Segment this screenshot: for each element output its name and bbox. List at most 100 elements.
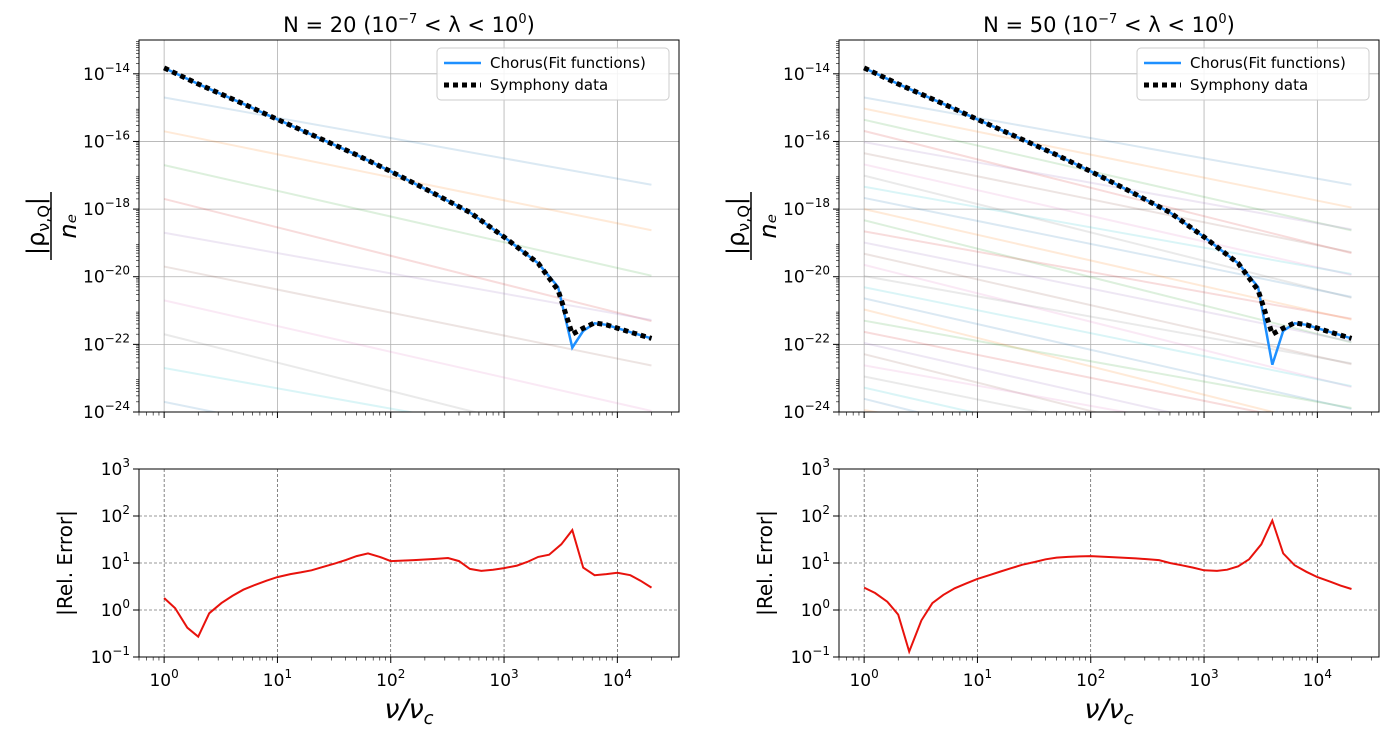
component-curve [163, 400, 220, 412]
y-axis-label-flux-right: |ρν,Q| nₑ [722, 192, 782, 260]
component-curve [863, 174, 1352, 299]
panel-title-left: N = 20 (10−7 < λ < 100) [283, 12, 535, 37]
series-group [863, 65, 1353, 366]
panel-title-right: N = 50 (10−7 < λ < 100) [983, 12, 1235, 37]
svg-text:nₑ: nₑ [54, 213, 82, 238]
x-tick-label: 104 [603, 667, 632, 691]
grid [839, 468, 1379, 658]
axes-top-left: 10−24 10−22 10−20 10−18 10−16 10−14 [83, 39, 680, 423]
x-tick-label: 103 [489, 667, 518, 691]
component-curve [163, 96, 652, 186]
y-tick-label: 100 [801, 597, 830, 621]
y-tick-label: 102 [101, 503, 130, 527]
y-tick-label: 10−18 [83, 196, 130, 220]
series-group [163, 65, 653, 351]
component-curve [163, 197, 652, 323]
component-curves [863, 96, 1352, 520]
y-tick-label: 10−22 [783, 331, 830, 355]
y-tick-label: 10−24 [83, 399, 130, 423]
component-curve [863, 252, 1352, 366]
x-tick-label: 101 [963, 667, 992, 691]
component-curve [863, 219, 1352, 344]
y-tick-label: 100 [101, 597, 130, 621]
y-tick-label: 10−1 [791, 644, 830, 668]
x-tick-label: 101 [263, 667, 292, 691]
axes-top-right: 10−24 10−22 10−20 10−18 10−16 10−14 [783, 39, 1380, 520]
panel-left: N = 20 (10−7 < λ < 100) |ρν,Q| nₑ |Rel. … [22, 12, 680, 729]
y-tick-label: 10−14 [83, 61, 130, 85]
component-curve [163, 333, 479, 412]
y-tick-label: 102 [801, 503, 830, 527]
y-tick-label: 103 [101, 456, 130, 480]
component-curve [863, 275, 1352, 365]
component-curves [163, 96, 652, 412]
y-tick-label: 10−20 [83, 264, 130, 288]
series-relative-error [863, 517, 1352, 655]
y-tick-label: 10−16 [783, 128, 830, 152]
axes-bottom-right: 100 101 102 103 104 10−1 100 101 102 103 [791, 456, 1380, 691]
y-axis-label-error-right: |Rel. Error| [753, 510, 777, 616]
component-curve [863, 319, 1352, 409]
x-axis-label-right: ν/νc [1084, 694, 1133, 729]
component-curve [163, 231, 652, 322]
component-curve [863, 241, 1352, 343]
series-symphony-data [163, 65, 653, 341]
axes-bottom-left: 100 101 102 103 104 10−1 100 101 102 103 [91, 456, 680, 691]
legend-data-label: Symphony data [490, 76, 608, 94]
y-axis-label-error-left: |Rel. Error| [53, 510, 77, 616]
component-curve [863, 230, 1352, 320]
component-curve [863, 297, 1352, 410]
legend-data-label: Symphony data [1190, 76, 1308, 94]
y-tick-label: 101 [101, 550, 130, 574]
component-curve [863, 185, 1352, 276]
component-curve [863, 163, 1352, 276]
component-curve [863, 208, 1352, 321]
component-curve [863, 141, 1352, 231]
component-curve [163, 299, 652, 412]
component-curve [163, 164, 652, 277]
series-group [863, 517, 1352, 655]
x-tick-label: 103 [1189, 667, 1218, 691]
component-curve [864, 421, 1351, 520]
legend-fit-label: Chorus(Fit functions) [490, 54, 646, 72]
component-curve [863, 196, 1352, 298]
x-tick-label: 102 [376, 667, 405, 691]
component-curve [863, 386, 976, 412]
svg-text:|ρν,Q|: |ρν,Q| [22, 197, 53, 255]
component-curve [863, 397, 921, 412]
legend-right: Chorus(Fit functions) Symphony data [1136, 47, 1370, 101]
y-tick-label: 10−20 [783, 264, 830, 288]
component-curve [863, 263, 1352, 389]
x-tick-label: 100 [149, 667, 178, 691]
component-curve [863, 308, 1277, 412]
legend-fit-label: Chorus(Fit functions) [1190, 54, 1346, 72]
component-curve [863, 330, 1265, 412]
y-tick-label: 10−14 [783, 61, 830, 85]
plot-frame [138, 39, 680, 413]
y-tick-label: 10−1 [91, 644, 130, 668]
y-tick-label: 103 [801, 456, 830, 480]
legend-left: Chorus(Fit functions) Symphony data [436, 47, 670, 101]
component-curve [863, 286, 1352, 388]
x-tick-label: 100 [849, 667, 878, 691]
component-curve [863, 130, 1352, 255]
y-tick-label: 10−16 [83, 128, 130, 152]
svg-text:nₑ: nₑ [754, 213, 782, 238]
component-curve [863, 353, 1099, 412]
component-curve [863, 107, 1352, 209]
series-symphony-data [863, 65, 1353, 341]
x-axis-label-left: ν/νc [384, 694, 433, 729]
component-curve [163, 265, 652, 367]
svg-text:|ρν,Q|: |ρν,Q| [722, 197, 753, 255]
y-tick-label: 10−22 [83, 331, 130, 355]
component-curve [863, 342, 1173, 412]
y-tick-label: 101 [801, 550, 830, 574]
grid [139, 468, 679, 658]
panel-right: N = 50 (10−7 < λ < 100) |ρν,Q| nₑ |Rel. … [722, 12, 1380, 729]
x-tick-label: 104 [1303, 667, 1332, 691]
component-curve [863, 118, 1352, 232]
series-group [163, 527, 653, 639]
y-tick-label: 10−24 [783, 399, 830, 423]
component-curve [863, 408, 882, 412]
